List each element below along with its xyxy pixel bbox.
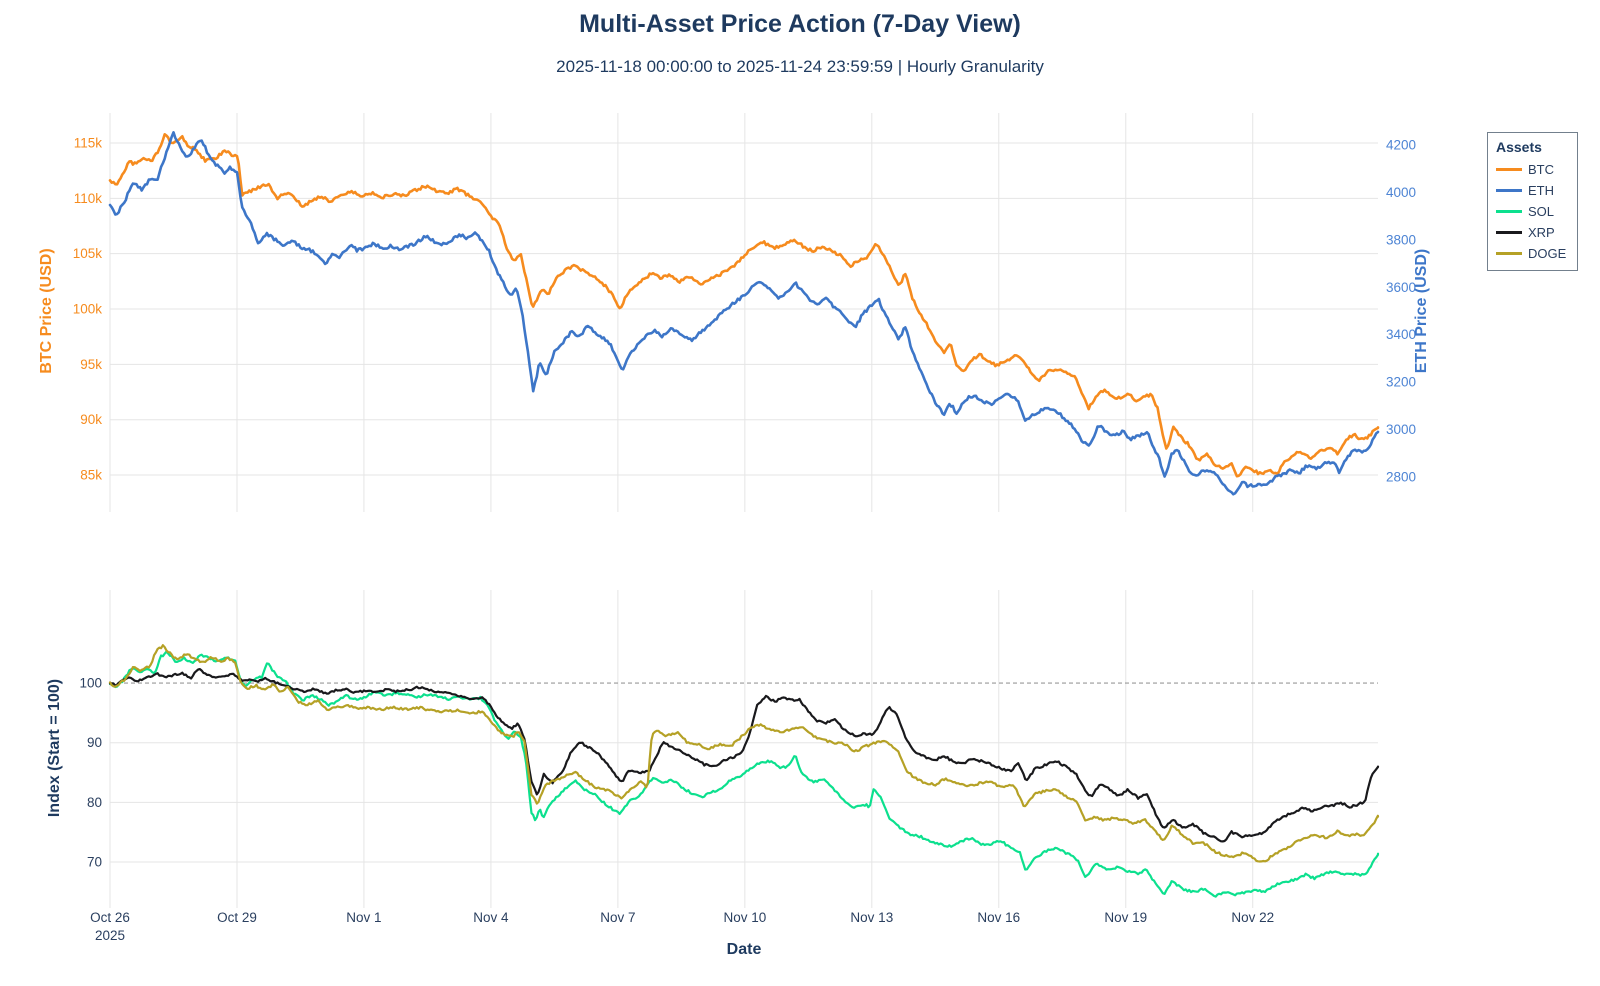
y2-tick-label: 4200 <box>1386 138 1416 153</box>
y-tick-label: 85k <box>80 468 102 483</box>
legend-item-sol[interactable]: SOL <box>1496 201 1577 222</box>
y-tick-label: 100k <box>73 302 103 317</box>
legend-item-label: DOGE <box>1528 246 1567 261</box>
y2-tick-label: 4000 <box>1386 185 1416 200</box>
y2-tick-label: 3200 <box>1386 375 1416 390</box>
sol-line <box>108 650 1380 898</box>
x-tick-label: Nov 7 <box>600 910 635 925</box>
sol-swatch-icon <box>1496 210 1522 213</box>
doge-line <box>108 644 1380 863</box>
y-tick-label: 90k <box>80 412 102 427</box>
legend-item-label: BTC <box>1528 162 1554 177</box>
y-tick-label: 70 <box>87 855 102 870</box>
legend-item-label: SOL <box>1528 204 1555 219</box>
y-axis-title-btc: BTC Price (USD) <box>38 248 55 374</box>
legend-title: Assets <box>1496 139 1542 155</box>
y2-tick-label: 3600 <box>1386 280 1416 295</box>
y-tick-label: 115k <box>74 135 103 150</box>
legend-item-eth[interactable]: ETH <box>1496 180 1577 201</box>
eth-line <box>108 131 1380 496</box>
legend-item-label: XRP <box>1528 225 1555 240</box>
eth-swatch-icon <box>1496 189 1522 192</box>
legend-item-xrp[interactable]: XRP <box>1496 222 1577 243</box>
y-tick-label: 80 <box>87 795 102 810</box>
x-tick-label: Nov 19 <box>1104 910 1147 925</box>
x-tick-label: Nov 4 <box>473 910 509 925</box>
legend: Assets BTC ETH SOL XRP DOGE <box>1487 132 1578 271</box>
chart-subtitle: 2025-11-18 00:00:00 to 2025-11-24 23:59:… <box>556 57 1044 76</box>
y-axis-title-index: Index (Start = 100) <box>46 678 63 818</box>
y2-tick-label: 2800 <box>1386 469 1416 484</box>
y2-tick-label: 3000 <box>1386 422 1416 437</box>
x-tick-label: Nov 13 <box>850 910 893 925</box>
xrp-swatch-icon <box>1496 231 1522 234</box>
x-tick-label: Oct 29 <box>217 910 257 925</box>
doge-swatch-icon <box>1496 252 1522 255</box>
x-tick-label: Nov 16 <box>977 910 1020 925</box>
y2-tick-label: 3400 <box>1386 327 1416 342</box>
chart-title: Multi-Asset Price Action (7-Day View) <box>579 10 1021 38</box>
legend-item-btc[interactable]: BTC <box>1496 159 1577 180</box>
y-tick-label: 105k <box>73 246 103 261</box>
y-tick-label: 95k <box>80 357 102 372</box>
y-tick-label: 100 <box>79 676 102 691</box>
btc-line <box>108 133 1380 478</box>
y2-tick-label: 3800 <box>1386 232 1416 247</box>
x-axis-title: Date <box>726 941 762 958</box>
x-tick-label: Oct 26 2025 <box>90 910 130 943</box>
btc-swatch-icon <box>1496 168 1522 171</box>
legend-item-label: ETH <box>1528 183 1554 198</box>
y-tick-label: 110k <box>74 191 103 206</box>
x-tick-label: Nov 1 <box>346 910 381 925</box>
legend-item-doge[interactable]: DOGE <box>1496 243 1577 264</box>
y-tick-label: 90 <box>87 735 102 750</box>
x-tick-label: Nov 22 <box>1231 910 1274 925</box>
y2-axis-title-eth: ETH Price (USD) <box>1413 248 1430 374</box>
xrp-line <box>108 668 1380 843</box>
x-tick-label: Nov 10 <box>723 910 766 925</box>
